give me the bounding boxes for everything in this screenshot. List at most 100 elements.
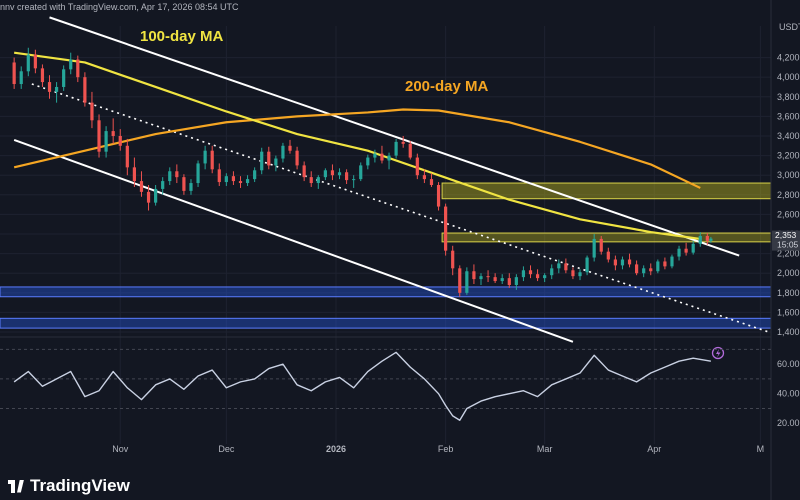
y-tick-label: 3,400 [777,131,800,141]
last-price-tag [772,230,800,251]
candle-body [352,179,356,181]
candle-body [323,170,327,178]
candle-body [465,271,469,293]
candle-body [486,276,490,278]
candle-body [415,157,419,176]
supply-zone-upper [441,182,772,200]
grid-lines [0,26,771,444]
candle-body [118,135,122,146]
candle-body [245,179,250,184]
candle-body [670,256,674,267]
candle-body [359,165,363,180]
candle-body [472,271,476,280]
y-tick-label: 1,600 [777,307,800,317]
y-tick-label: 3,200 [777,151,800,161]
candle-body [62,69,66,87]
candle-body [309,177,313,184]
candle-body [40,68,45,83]
candle-body [366,157,370,166]
candle-body [458,268,462,293]
candle-body [656,261,660,272]
y-tick-label: 3,800 [777,92,800,102]
candle-body [401,141,405,144]
candle-body [316,177,320,184]
channel-lower-line [13,138,574,343]
candle-body [196,163,200,184]
demand-zone-upper [0,286,772,298]
rsi-tick-label: 40.00 [777,389,800,399]
ma200-line [13,108,701,189]
x-tick-label: Dec [218,444,235,454]
candle-body [203,150,207,164]
candle-body [26,54,30,72]
candle-body [535,274,540,279]
candle-body [97,120,101,152]
rsi-line [13,351,711,421]
demand-zone-lower [0,317,772,329]
candle-body [12,62,16,85]
candle-body [649,268,653,272]
y-tick-label: 2,000 [777,268,800,278]
candle-body [132,167,136,182]
candle-body [387,155,391,161]
candles [12,47,713,297]
tradingview-logo[interactable]: TradingView [8,476,130,496]
candle-body [479,276,483,280]
candle-body [436,185,441,207]
ma100-label: 100-day MA [140,28,224,45]
candle-body [69,59,73,70]
candle-body [493,277,497,282]
candle-body [76,59,80,78]
y-tick-label: 3,600 [777,111,800,121]
candle-body [380,153,384,161]
candle-body [288,145,292,151]
candle-body [705,235,709,241]
candle-body [698,235,702,244]
y-tick-label: 1,400 [777,327,800,337]
candle-body [691,243,695,253]
candle-body [210,150,214,170]
ma100-line [13,51,701,241]
candle-body [571,270,575,277]
x-tick-label: Apr [647,444,661,454]
candle-body [507,278,511,285]
candle-body [161,181,165,189]
y-tick-label: 1,800 [777,288,800,298]
candle-body [330,170,335,176]
candle-body [83,77,87,103]
candle-body [578,272,582,277]
candle-body [238,181,243,184]
last-price-label: 2,353 [775,230,797,240]
x-tick-label: M [757,444,765,454]
candle-body [422,175,427,180]
ma200-label: 200-day MA [405,78,489,95]
candle-body [550,268,554,276]
candle-body [302,165,306,178]
candle-body [528,270,533,275]
candle-body [557,263,561,269]
candle-body [585,257,589,273]
candle-body [521,270,526,278]
candle-body [642,268,646,274]
candle-body [33,54,37,69]
countdown-label: 15:05 [777,240,799,250]
candle-body [47,82,52,92]
y-tick-label: 2,600 [777,209,800,219]
candle-body [274,158,278,166]
candle-body [175,171,179,178]
ticker-label: USDT [779,22,800,32]
chart-credit: nnv created with TradingView.com, Apr 17… [0,2,239,12]
candle-body [684,248,688,253]
candle-body [224,176,228,183]
candle-body [344,172,349,181]
tradingview-logo-text: TradingView [30,476,130,495]
x-tick-label: Feb [438,444,454,454]
candle-body [281,145,285,159]
candle-body [429,179,434,185]
channel-upper-line [49,16,740,257]
x-tick-label: Nov [112,444,129,454]
candle-body [217,169,221,183]
